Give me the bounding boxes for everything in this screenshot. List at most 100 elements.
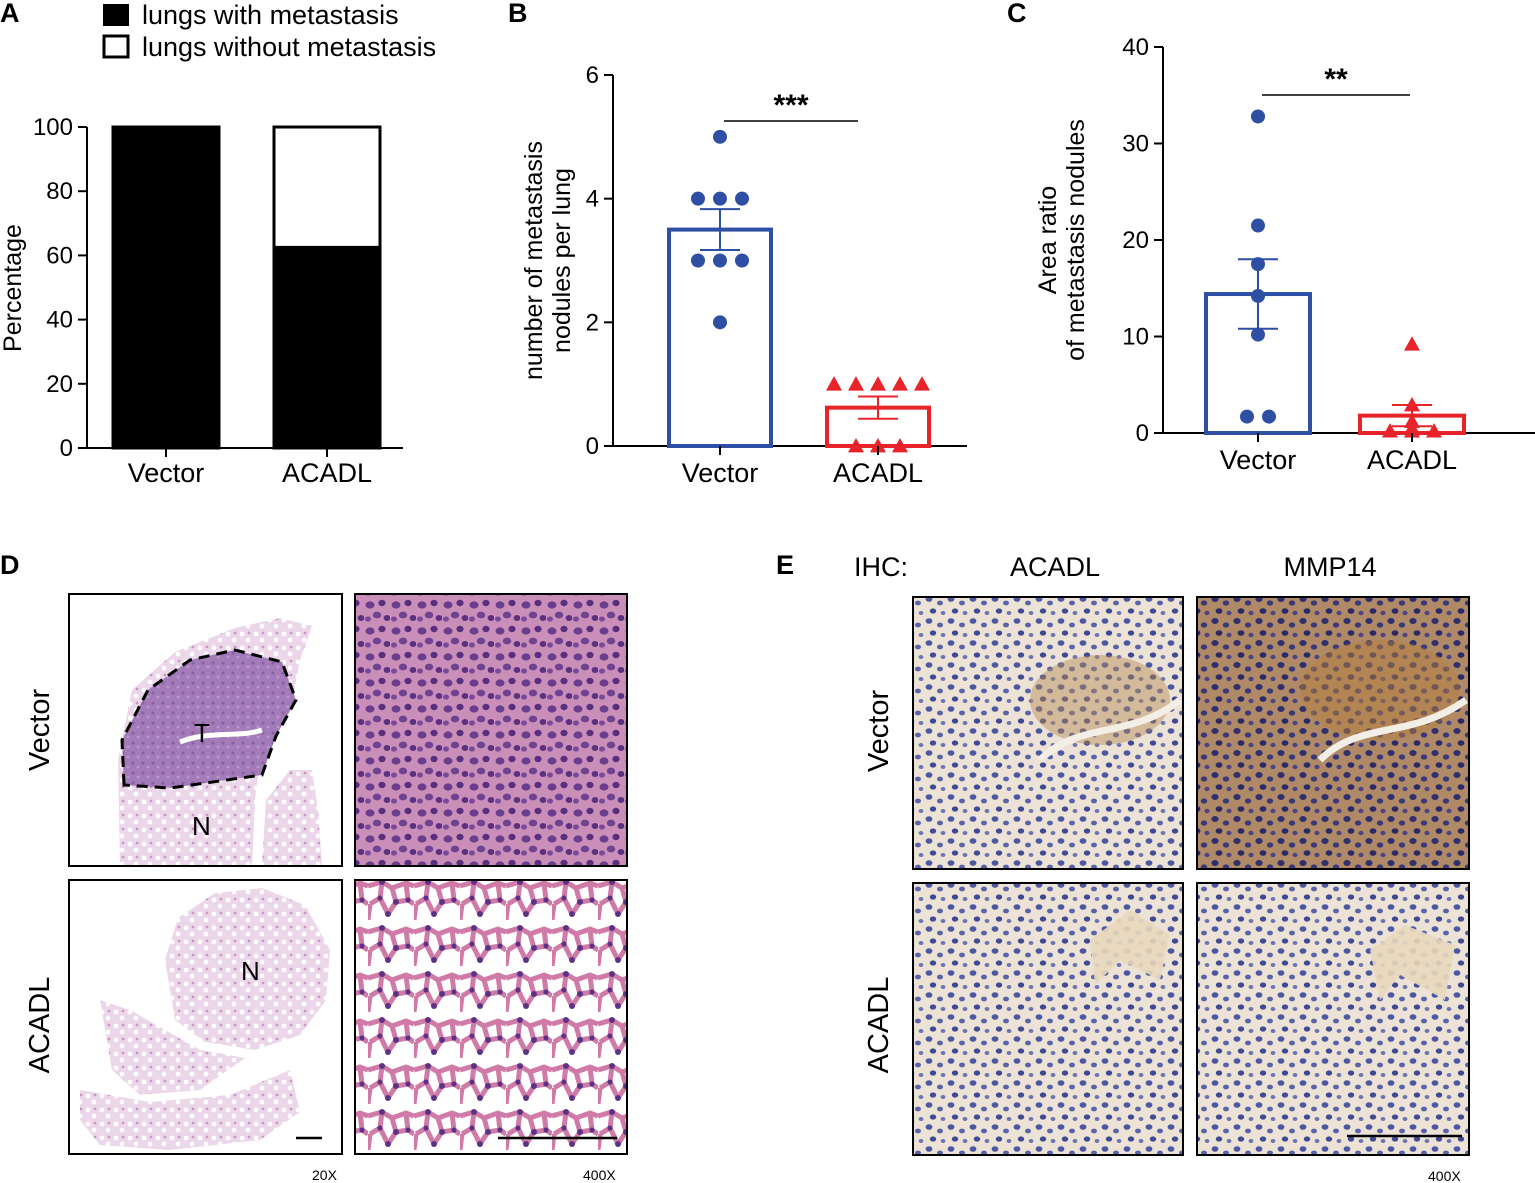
data-point	[1251, 257, 1265, 272]
magnification-400x: 400X	[1428, 1168, 1461, 1183]
y-tick-label: 80	[46, 178, 73, 205]
chart-c: 0 10 20 30 40 Vector ACADL ** Area ratioof metas…	[1034, 34, 1535, 475]
x-tick-label: ACADL	[282, 458, 372, 488]
panel-c: C 0 10 20 30 40 Vector ACADL ** Area ratioof met…	[1007, 0, 1535, 475]
micrograph-vector-400x	[354, 593, 628, 867]
y-tick-label: 100	[33, 114, 73, 141]
magnification-20x: 20X	[312, 1167, 338, 1183]
data-point	[826, 376, 842, 391]
x-tick-label: ACADL	[833, 458, 923, 488]
ihc-acadl-acadl	[912, 882, 1184, 1156]
bar-acadl-without-metastasis	[272, 125, 382, 249]
legend-label-without-metastasis: lungs without metastasis	[142, 32, 436, 62]
normal-label: N	[192, 811, 211, 841]
y-tick-label: 20	[46, 371, 73, 398]
ihc-vector-acadl	[912, 596, 1184, 870]
row-label-vector: Vector	[24, 689, 56, 772]
significance-label: **	[1324, 63, 1348, 96]
data-point	[1404, 423, 1420, 438]
data-point	[1404, 397, 1420, 412]
data-point	[691, 253, 705, 268]
y-axis-title: Percentage	[0, 224, 27, 352]
y-axis-title-line: Area ratio	[1034, 186, 1062, 294]
data-point	[713, 191, 727, 206]
data-point	[914, 376, 930, 391]
panel-e: E IHC: ACADL MMP14 Vector ACADL	[776, 550, 1470, 1183]
y-axis-title-line: nodules per lung	[548, 168, 576, 353]
data-point	[892, 376, 908, 391]
chart-b: 0 2 4 6 Vector ACADL *** number of metastasisno…	[520, 62, 967, 488]
panel-b: B 0 2 4 6 Vector ACADL *** number of metastasis…	[508, 0, 967, 488]
data-point	[1382, 423, 1398, 438]
ihc-acadl-mmp14	[1196, 882, 1470, 1156]
bar-vector-with-metastasis	[111, 125, 221, 450]
legend-label-with-metastasis: lungs with metastasis	[142, 0, 399, 30]
panel-a: A lungs with metastasis lungs without me…	[0, 0, 436, 488]
data-point	[1426, 423, 1442, 438]
row-label-acadl: ACADL	[863, 977, 895, 1074]
legend: lungs with metastasis lungs without meta…	[102, 0, 436, 62]
data-point	[848, 438, 864, 453]
x-tick-label: ACADL	[1367, 445, 1457, 475]
y-tick-label: 20	[1122, 227, 1149, 254]
data-point	[848, 376, 864, 391]
y-axis-title: Area ratioof metastasis nodules	[1034, 119, 1090, 361]
tumor-label: T	[194, 718, 210, 748]
micrograph-acadl-400x	[354, 879, 628, 1155]
y-tick-label: 60	[46, 242, 73, 269]
micrograph-acadl-20x: N	[68, 879, 343, 1155]
data-point	[713, 129, 727, 144]
x-tick-label: Vector	[128, 458, 205, 488]
y-tick-label: 30	[1122, 131, 1149, 158]
data-point	[892, 438, 908, 453]
panel-label-c: C	[1007, 0, 1027, 28]
y-axis-title: number of metastasisnodules per lung	[520, 141, 576, 380]
y-tick-label: 0	[1136, 420, 1149, 447]
tumor-boundary	[120, 648, 298, 790]
row-label-acadl: ACADL	[24, 977, 56, 1074]
legend-swatch-without-metastasis	[102, 34, 130, 59]
column-label-mmp14: MMP14	[1283, 552, 1376, 582]
normal-label-acadl: N	[241, 956, 260, 986]
y-tick-label: 0	[60, 435, 73, 462]
y-axis-title-line: of metastasis nodules	[1062, 119, 1090, 361]
data-point	[1251, 218, 1265, 233]
data-point	[1404, 336, 1420, 351]
magnification-400x: 400X	[583, 1167, 616, 1183]
y-tick-label: 6	[586, 62, 599, 89]
y-tick-label: 40	[46, 307, 73, 334]
data-point	[1262, 409, 1276, 424]
panel-label-d: D	[0, 550, 20, 580]
y-tick-label: 0	[586, 433, 599, 460]
y-tick-label: 4	[586, 186, 599, 213]
data-point	[870, 438, 886, 453]
column-label-acadl: ACADL	[1010, 552, 1100, 582]
data-point	[1240, 409, 1254, 424]
ihc-vector-mmp14	[1196, 596, 1470, 870]
data-point	[1251, 327, 1265, 342]
ihc-prefix: IHC:	[854, 552, 908, 582]
legend-swatch-with-metastasis	[103, 4, 129, 26]
data-point	[713, 315, 727, 330]
data-point	[691, 191, 705, 206]
chart-a: 0 20 40 60 80 100 Vector ACADL Percentage	[0, 114, 403, 488]
data-point	[1251, 288, 1265, 303]
x-tick-label: Vector	[682, 458, 759, 488]
data-point	[1251, 109, 1265, 124]
panel-d: D Vector ACADL T N N	[0, 550, 628, 1183]
y-tick-label: 2	[586, 309, 599, 336]
panel-label-e: E	[776, 550, 794, 580]
data-point	[735, 253, 749, 268]
data-point	[713, 253, 727, 268]
y-axis-title-line: number of metastasis	[520, 141, 548, 380]
panel-label-b: B	[508, 0, 528, 28]
data-point	[735, 191, 749, 206]
micrograph-vector-20x: T N	[68, 593, 343, 867]
row-label-vector: Vector	[863, 690, 895, 773]
y-tick-label: 10	[1122, 324, 1149, 351]
significance-label: ***	[773, 89, 808, 122]
panel-label-a: A	[0, 0, 20, 28]
bar-acadl-with-metastasis	[272, 245, 382, 450]
x-tick-label: Vector	[1220, 445, 1297, 475]
